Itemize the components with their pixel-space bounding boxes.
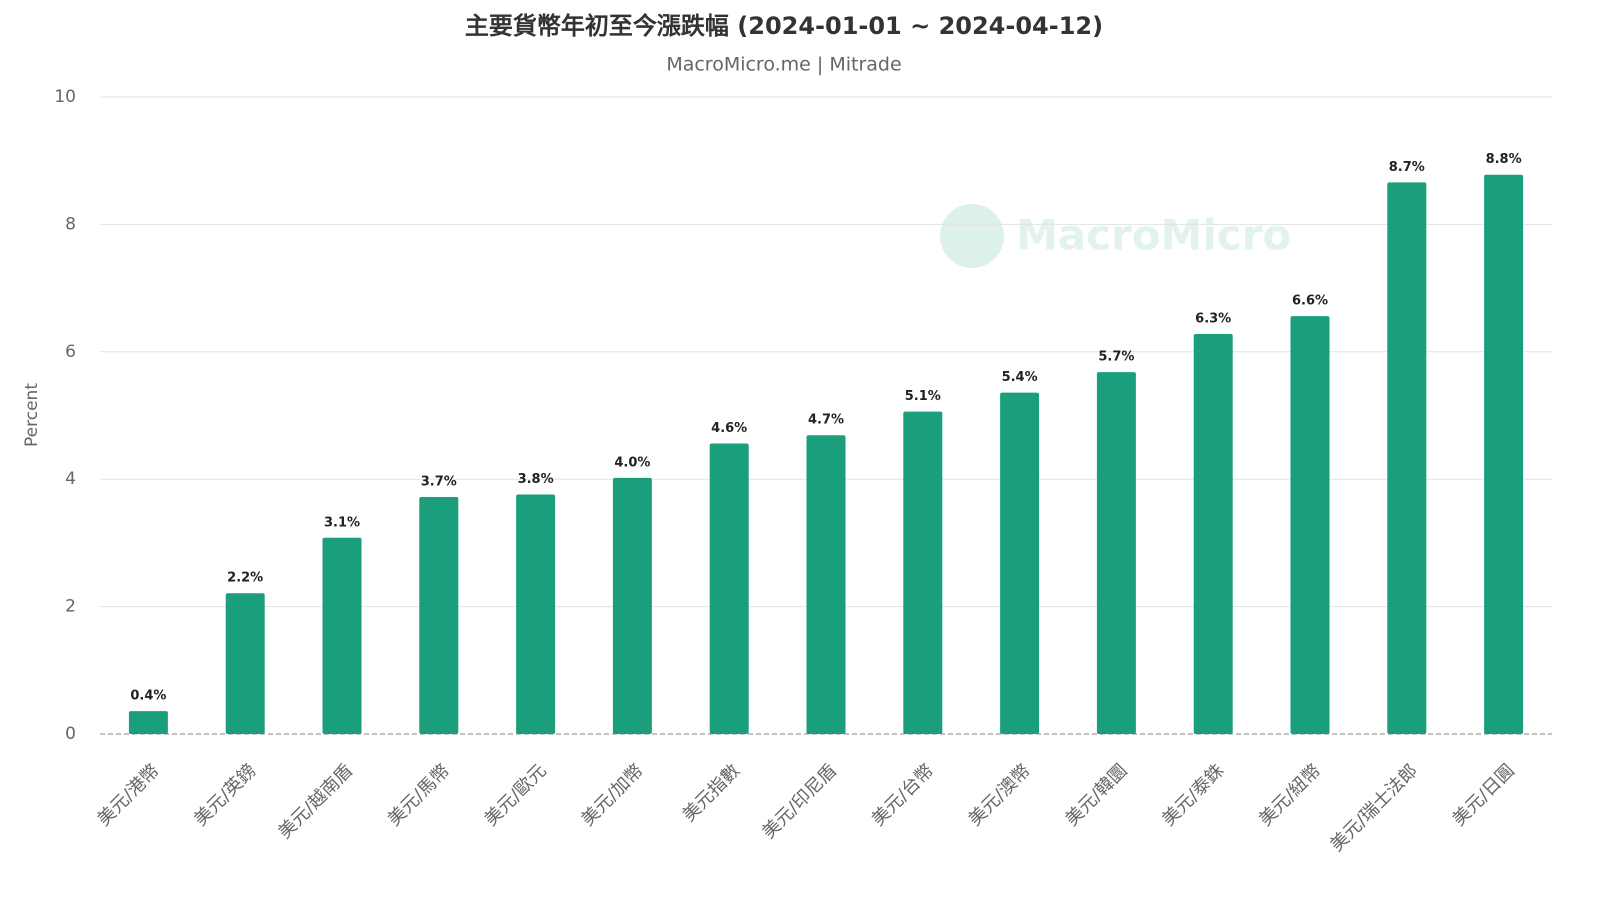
y-axis-label: Percent — [22, 383, 42, 447]
bar — [612, 477, 652, 734]
value-label: 3.7% — [421, 475, 457, 490]
x-tick-label: 美元/越南盾 — [274, 760, 357, 843]
y-tick-label: 0 — [65, 724, 76, 744]
bar — [419, 497, 459, 734]
x-tick-label: 美元/日圓 — [1449, 760, 1519, 830]
x-tick-label: 美元指數 — [679, 760, 745, 826]
bar — [1096, 372, 1136, 734]
value-label: 4.0% — [614, 455, 650, 470]
bar — [516, 494, 556, 734]
x-tick-label: 美元/加幣 — [577, 760, 647, 830]
watermark-logo — [940, 204, 1004, 268]
value-label: 5.1% — [905, 389, 941, 404]
bar — [225, 593, 265, 734]
value-label: 8.8% — [1486, 152, 1522, 167]
y-tick-label: 6 — [65, 342, 76, 362]
value-label: 5.4% — [1002, 370, 1038, 385]
bar — [1000, 392, 1040, 734]
y-tick-label: 8 — [65, 214, 76, 234]
bar — [322, 537, 362, 734]
bar — [806, 435, 846, 734]
y-tick-label: 2 — [65, 597, 76, 617]
value-label: 5.7% — [1098, 350, 1134, 365]
value-label: 6.3% — [1195, 311, 1231, 326]
chart-title: 主要貨幣年初至今漲跌幅 (2024-01-01 ~ 2024-04-12) — [465, 12, 1103, 40]
bar — [128, 711, 168, 734]
chart-subtitle: MacroMicro.me | Mitrade — [666, 54, 901, 76]
value-label: 2.2% — [227, 571, 263, 586]
x-tick-label: 美元/歐元 — [481, 760, 551, 830]
value-label: 3.8% — [518, 472, 554, 487]
bar — [1484, 174, 1524, 735]
bar — [903, 411, 943, 734]
x-tick-label: 美元/韓圜 — [1061, 760, 1131, 830]
x-tick-label: 美元/印尼盾 — [758, 760, 841, 843]
value-label: 6.6% — [1292, 294, 1328, 309]
bar — [709, 443, 749, 734]
x-tick-label: 美元/紐幣 — [1255, 760, 1325, 830]
value-label: 4.7% — [808, 413, 844, 428]
value-label: 3.1% — [324, 515, 360, 530]
value-label: 4.6% — [711, 421, 747, 436]
bar — [1290, 316, 1330, 734]
x-tick-label: 美元/台幣 — [868, 760, 938, 830]
value-label: 8.7% — [1389, 160, 1425, 175]
y-tick-label: 4 — [65, 469, 76, 489]
x-tick-label: 美元/泰銖 — [1158, 760, 1228, 830]
x-tick-label: 美元/瑞士法郎 — [1326, 760, 1422, 856]
value-label: 0.4% — [130, 689, 166, 704]
x-tick-label: 美元/港幣 — [93, 760, 163, 830]
bar — [1193, 333, 1233, 734]
bar — [1387, 182, 1427, 734]
x-tick-label: 美元/英鎊 — [190, 760, 260, 830]
x-tick-label: 美元/馬幣 — [384, 760, 454, 830]
x-tick-label: 美元/澳幣 — [965, 760, 1035, 830]
watermark: MacroMicro — [1016, 211, 1291, 260]
y-tick-label: 10 — [54, 87, 76, 107]
